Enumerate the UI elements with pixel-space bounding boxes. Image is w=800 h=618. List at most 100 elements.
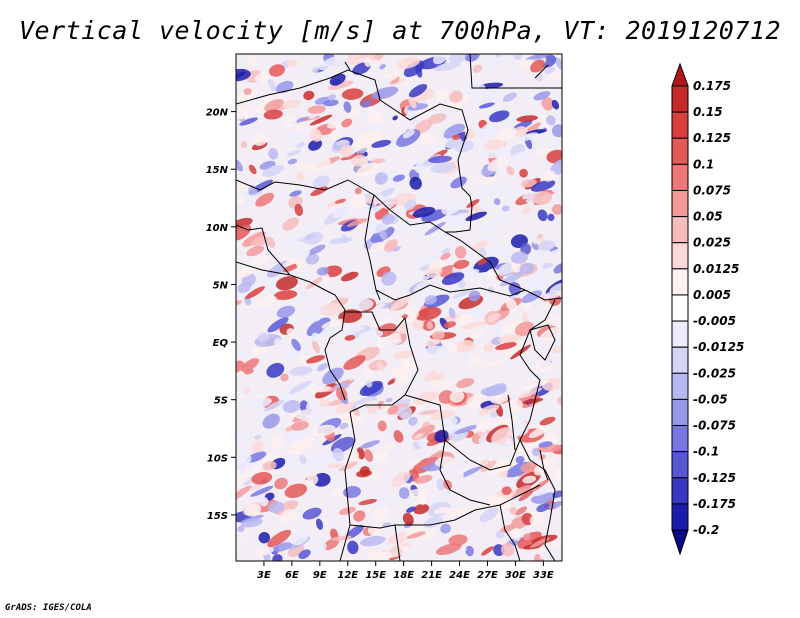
velocity-cell bbox=[511, 261, 522, 273]
velocity-cell bbox=[286, 149, 302, 157]
velocity-cell bbox=[515, 455, 525, 464]
velocity-cell bbox=[236, 183, 251, 193]
velocity-cell bbox=[277, 393, 297, 399]
velocity-cell bbox=[541, 97, 555, 111]
velocity-cell bbox=[247, 255, 275, 266]
border-nile bbox=[534, 64, 549, 79]
velocity-cell bbox=[496, 126, 517, 141]
velocity-cell bbox=[493, 198, 501, 206]
velocity-cell bbox=[268, 501, 285, 514]
velocity-cell bbox=[438, 390, 455, 404]
velocity-cell bbox=[358, 124, 376, 133]
colorbar-label: -0.05 bbox=[693, 392, 728, 406]
lon-tick-label: 6E bbox=[285, 570, 299, 581]
velocity-cell bbox=[441, 200, 462, 216]
border-gulf bbox=[236, 261, 291, 276]
velocity-cell bbox=[340, 153, 364, 161]
velocity-cell bbox=[549, 282, 562, 293]
velocity-cell bbox=[306, 355, 326, 364]
velocity-cell bbox=[476, 418, 490, 433]
velocity-cell bbox=[294, 161, 313, 170]
velocity-cell bbox=[264, 99, 284, 112]
velocity-cell bbox=[501, 205, 510, 212]
velocity-cell bbox=[528, 478, 551, 494]
colorbar-label: -0.125 bbox=[693, 471, 736, 485]
velocity-cell bbox=[339, 326, 365, 337]
lat-tick-label: 10S bbox=[207, 453, 228, 464]
velocity-cell bbox=[446, 212, 472, 227]
plot-title: Vertical velocity [m/s] at 700hPa, VT: 2… bbox=[18, 16, 781, 45]
velocity-cell bbox=[406, 531, 426, 539]
colorbar-bin bbox=[671, 477, 689, 505]
velocity-cell bbox=[398, 405, 413, 420]
velocity-cell bbox=[351, 298, 374, 311]
velocity-cell bbox=[367, 523, 384, 535]
velocity-cell bbox=[504, 188, 515, 198]
lon-tick-label: 12E bbox=[337, 570, 358, 581]
velocity-cell bbox=[241, 358, 260, 373]
velocity-cell bbox=[396, 129, 421, 147]
velocity-cell bbox=[275, 276, 298, 291]
velocity-cell bbox=[465, 545, 474, 557]
velocity-cell bbox=[530, 180, 556, 192]
velocity-cell bbox=[251, 441, 264, 453]
velocity-cell bbox=[449, 390, 465, 403]
velocity-cell bbox=[245, 286, 265, 300]
velocity-cell bbox=[396, 57, 421, 69]
velocity-cell bbox=[434, 456, 455, 467]
velocity-cell bbox=[292, 532, 309, 546]
velocity-cell bbox=[315, 450, 337, 465]
velocity-cell bbox=[377, 420, 387, 432]
velocity-cell bbox=[318, 55, 344, 71]
velocity-cell bbox=[396, 323, 408, 335]
velocity-cell bbox=[360, 204, 385, 217]
velocity-cell bbox=[547, 213, 555, 222]
velocity-cell bbox=[414, 475, 433, 484]
velocity-cell bbox=[430, 372, 446, 381]
colorbar-bin bbox=[671, 216, 689, 244]
velocity-cell bbox=[236, 360, 245, 373]
colorbar-bin bbox=[671, 503, 689, 531]
velocity-cell bbox=[374, 172, 388, 185]
border-congo bbox=[345, 311, 419, 413]
velocity-cell bbox=[419, 135, 437, 145]
velocity-cell bbox=[487, 313, 501, 322]
velocity-cell bbox=[236, 465, 261, 478]
velocity-cell bbox=[287, 158, 298, 165]
velocity-cell bbox=[370, 317, 392, 326]
velocity-cell bbox=[285, 454, 296, 467]
velocity-cell bbox=[392, 115, 398, 121]
velocity-cell bbox=[428, 155, 453, 164]
velocity-cell bbox=[553, 262, 562, 274]
velocity-cell bbox=[483, 495, 506, 510]
velocity-cell bbox=[350, 193, 367, 208]
velocity-cell bbox=[388, 532, 410, 545]
velocity-cell bbox=[468, 290, 481, 302]
velocity-cell bbox=[488, 218, 505, 228]
velocity-cell bbox=[551, 99, 560, 110]
velocity-cell bbox=[339, 461, 358, 471]
velocity-cell bbox=[353, 510, 366, 522]
velocity-cell bbox=[341, 88, 364, 100]
border-south bbox=[349, 484, 541, 529]
velocity-cell bbox=[466, 199, 480, 208]
velocity-cell bbox=[243, 88, 252, 95]
velocity-cell bbox=[272, 554, 283, 561]
lon-tick-label: 24E bbox=[449, 570, 470, 581]
velocity-cell bbox=[520, 373, 547, 381]
velocity-cell bbox=[554, 57, 562, 70]
lon-tick-label: 15E bbox=[365, 570, 386, 581]
colorbar-top-arrow bbox=[671, 62, 689, 87]
velocity-cell bbox=[303, 90, 315, 101]
velocity-cell bbox=[319, 397, 330, 408]
velocity-cell bbox=[274, 477, 288, 490]
velocity-cell bbox=[236, 539, 244, 549]
velocity-cell bbox=[286, 328, 295, 336]
velocity-cell bbox=[266, 236, 276, 248]
velocity-cell bbox=[522, 380, 549, 391]
colorbar-label: -0.0125 bbox=[693, 340, 744, 354]
velocity-cell bbox=[255, 192, 275, 207]
velocity-cell bbox=[412, 206, 436, 218]
border-car bbox=[375, 284, 526, 301]
velocity-cell bbox=[478, 102, 495, 109]
